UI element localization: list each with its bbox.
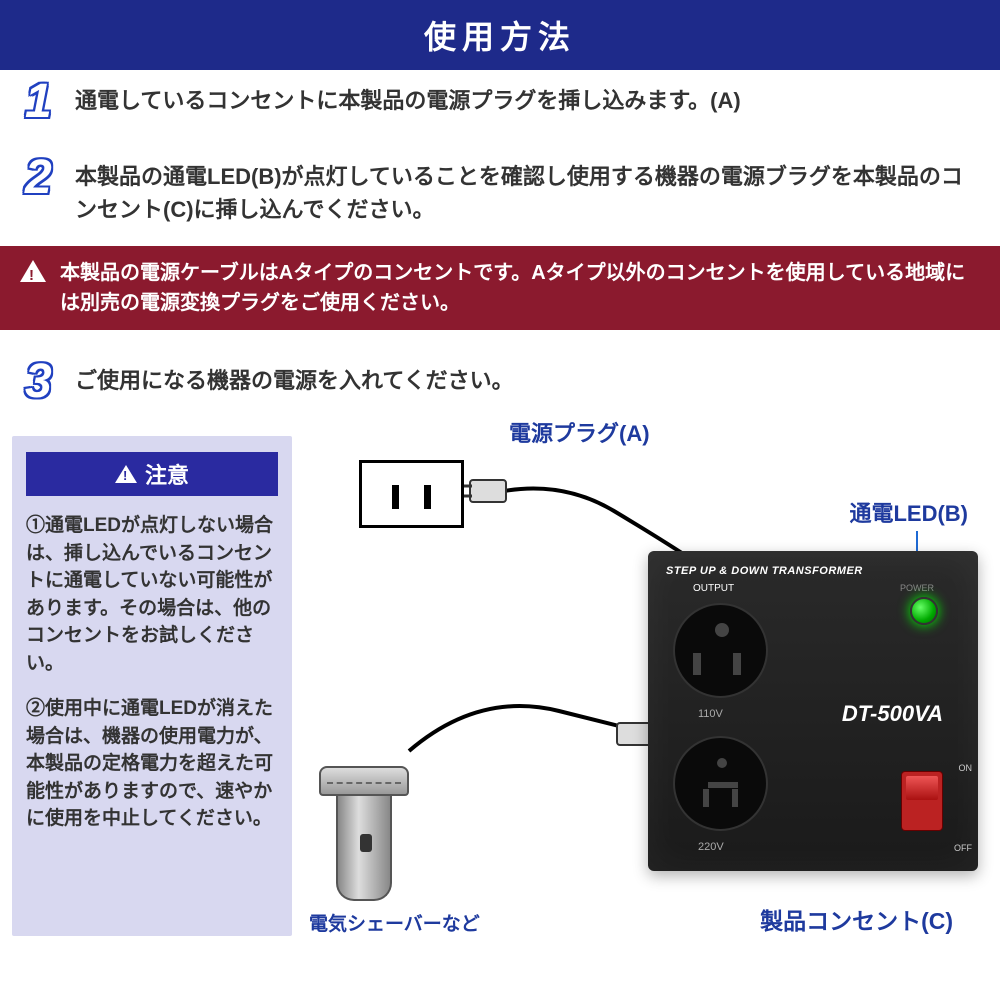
step-3: 3 ご使用になる機器の電源を入れてください。: [0, 350, 1000, 426]
caution-box: 注意 ①通電LEDが点灯しない場合は、挿し込んでいるコンセントに通電していない可…: [12, 436, 292, 936]
diagram-area: 電源プラグ(A) 通電LED(B) 電気シェーバーなど 製品コンセント(C) S…: [304, 436, 988, 936]
shaver-label: 電気シェーバーなど: [309, 909, 480, 936]
step-number-3: 3: [25, 358, 63, 406]
header-title: 使用方法: [424, 19, 576, 55]
power-switch: [901, 771, 943, 831]
output-label: OUTPUT: [693, 583, 734, 594]
plug-label: 電源プラグ(A): [509, 416, 650, 448]
voltage-220: 220V: [698, 841, 724, 853]
warning-banner: 本製品の電源ケーブルはAタイプのコンセントです。Aタイプ以外のコンセントを使用し…: [0, 246, 1000, 330]
step-text-2: 本製品の通電LED(B)が点灯していることを確認し使用する機器の電源ブラグを本製…: [75, 160, 975, 226]
step-text-1: 通電しているコンセントに本製品の電源プラグを挿し込みます。(A): [75, 84, 741, 117]
power-led-indicator: [910, 597, 938, 625]
step-text-3: ご使用になる機器の電源を入れてください。: [75, 364, 514, 397]
switch-on-label: ON: [959, 763, 973, 773]
warning-text: 本製品の電源ケーブルはAタイプのコンセントです。Aタイプ以外のコンセントを使用し…: [60, 262, 965, 314]
step-number-2: 2: [25, 154, 63, 202]
caution-body: ①通電LEDが点灯しない場合は、挿し込んでいるコンセントに通電していない可能性が…: [26, 512, 278, 833]
wall-outlet-illustration: [359, 460, 464, 528]
outlet-label: 製品コンセント(C): [760, 902, 953, 936]
led-label: 通電LED(B): [849, 496, 968, 528]
socket-220v: [673, 736, 768, 831]
device-title: STEP UP & DOWN TRANSFORMER: [666, 565, 863, 577]
caution-icon: [115, 465, 137, 483]
voltage-110: 110V: [698, 708, 723, 720]
socket-110v: [673, 603, 768, 698]
step-number-1: 1: [25, 78, 63, 126]
step-1: 1 通電しているコンセントに本製品の電源プラグを挿し込みます。(A): [0, 70, 1000, 146]
power-label: POWER: [900, 583, 934, 593]
step-2: 2 本製品の通電LED(B)が点灯していることを確認し使用する機器の電源ブラグを…: [0, 146, 1000, 240]
shaver-illustration: [309, 766, 419, 901]
caution-p2: ②使用中に通電LEDが消えた場合は、機器の使用電力が、本製品の定格電力を超えた可…: [26, 695, 278, 833]
model-number: DT-500VA: [842, 701, 943, 727]
page-header: 使用方法: [0, 0, 1000, 70]
caution-title: 注意: [145, 458, 189, 490]
lower-section: 注意 ①通電LEDが点灯しない場合は、挿し込んでいるコンセントに通電していない可…: [0, 426, 1000, 936]
transformer-device: STEP UP & DOWN TRANSFORMER OUTPUT POWER …: [648, 551, 978, 871]
caution-header: 注意: [26, 452, 278, 496]
caution-p1: ①通電LEDが点灯しない場合は、挿し込んでいるコンセントに通電していない可能性が…: [26, 512, 278, 677]
warning-icon: [20, 260, 46, 282]
cable-bottom: [389, 681, 689, 791]
switch-off-label: OFF: [954, 843, 972, 853]
